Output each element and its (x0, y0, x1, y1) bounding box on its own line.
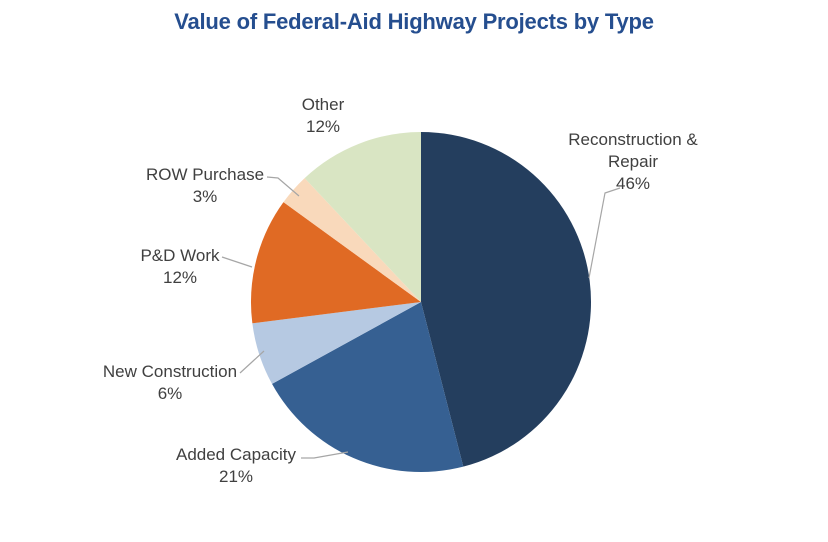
slice-label-row-purchase: ROW Purchase 3% (125, 164, 285, 208)
slice-label-pct: 46% (615, 174, 651, 193)
leader-line-reconstruction-repair (588, 187, 621, 279)
slice-label-pct: 6% (157, 384, 183, 403)
pie-slices (251, 132, 592, 473)
slice-label-pct: 12% (162, 268, 198, 287)
pie-slice-added-capacity (272, 302, 464, 473)
slice-label-pd-work: P&D Work 12% (105, 245, 255, 289)
slice-label-text: Added Capacity (175, 445, 297, 464)
leader-line-new-construction (239, 350, 265, 374)
slice-label-text: P&D Work (140, 246, 220, 265)
leader-lines (221, 176, 621, 459)
pie-slice-row-purchase (283, 178, 421, 302)
slice-label-text: ROW Purchase (145, 165, 265, 184)
pie-slice-pd-work (251, 202, 421, 324)
pie-slice-new-construction (252, 302, 421, 384)
slice-label-new-construction: New Construction 6% (85, 361, 255, 405)
leader-line-pd-work (221, 256, 253, 268)
slice-label-text: Reconstruction & Repair (568, 130, 698, 171)
slice-label-reconstruction-repair: Reconstruction & Repair 46% (558, 129, 708, 195)
slice-label-pct: 3% (192, 187, 218, 206)
chart-title: Value of Federal-Aid Highway Projects by… (174, 9, 654, 34)
slice-label-other: Other 12% (263, 94, 383, 138)
pie-slice-reconstruction-repair (421, 132, 592, 467)
slice-label-pct: 21% (218, 467, 254, 486)
leader-line-added-capacity (301, 451, 349, 459)
slice-label-text: New Construction (102, 362, 238, 381)
pie-slice-other (304, 132, 421, 302)
slice-label-text: Other (301, 95, 345, 114)
leader-line-row-purchase (266, 176, 300, 197)
slice-label-pct: 12% (305, 117, 341, 136)
slice-label-added-capacity: Added Capacity 21% (151, 444, 321, 488)
